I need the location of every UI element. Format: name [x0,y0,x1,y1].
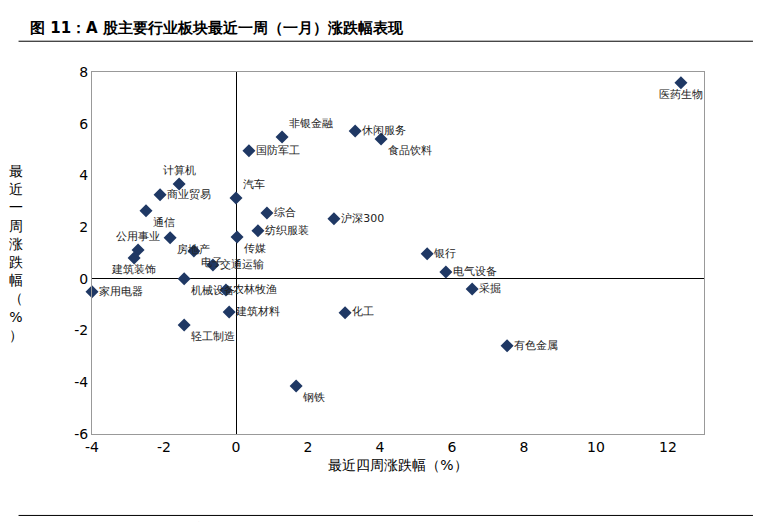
svg-text:2: 2 [79,219,88,235]
svg-text:国防军工: 国防军工 [256,144,300,157]
svg-text:最近一周涨跌幅（%）: 最近一周涨跌幅（%） [9,163,23,343]
svg-text:-6: -6 [74,426,88,442]
svg-text:计算机: 计算机 [163,164,196,177]
svg-text:电子: 电子 [201,256,223,269]
svg-text:4: 4 [79,167,88,183]
svg-text:非银金融: 非银金融 [289,117,333,130]
svg-text:银行: 银行 [433,247,456,260]
svg-text:机械设备: 机械设备 [191,284,235,297]
svg-text:0: 0 [232,439,241,455]
svg-text:通信: 通信 [153,216,175,229]
svg-text:商业贸易: 商业贸易 [167,188,211,201]
svg-text:休闲服务: 休闲服务 [362,124,406,137]
svg-text:建筑装饰: 建筑装饰 [111,263,156,276]
svg-text:8: 8 [520,439,529,455]
svg-text:10: 10 [587,439,605,455]
svg-text:电气设备: 电气设备 [453,265,497,278]
svg-text:沪深300: 沪深300 [341,212,384,225]
svg-text:纺织服装: 纺织服装 [265,224,309,237]
svg-text:传媒: 传媒 [244,242,266,255]
svg-text:公用事业: 公用事业 [116,230,160,243]
svg-text:有色金属: 有色金属 [514,339,558,352]
svg-text:6: 6 [79,116,88,132]
svg-text:-4: -4 [74,374,88,390]
svg-text:建筑材料: 建筑材料 [235,305,280,318]
svg-text:8: 8 [79,64,88,80]
svg-text:图 11：A 股主要行业板块最近一周（一月）涨跌幅表现: 图 11：A 股主要行业板块最近一周（一月）涨跌幅表现 [30,19,404,37]
svg-text:6: 6 [448,439,457,455]
svg-text:资料来源：Wind、国信证券经济研究所整理: 资料来源：Wind、国信证券经济研究所整理 [30,521,264,522]
svg-text:汽车: 汽车 [243,178,265,191]
svg-text:食品饮料: 食品饮料 [388,144,432,157]
svg-text:农林牧渔: 农林牧渔 [233,283,277,296]
svg-text:采掘: 采掘 [479,282,501,295]
svg-text:综合: 综合 [274,206,296,219]
svg-text:-2: -2 [74,322,88,338]
svg-text:12: 12 [659,439,677,455]
svg-text:交通运输: 交通运输 [220,258,264,271]
svg-text:0: 0 [79,271,88,287]
svg-text:化工: 化工 [352,305,374,318]
svg-text:轻工制造: 轻工制造 [191,330,235,343]
svg-text:家用电器: 家用电器 [99,285,143,298]
svg-text:-4: -4 [85,439,99,455]
svg-text:医药生物: 医药生物 [659,88,703,101]
svg-text:2: 2 [304,439,313,455]
svg-text:房地产: 房地产 [177,243,210,256]
svg-text:-2: -2 [157,439,171,455]
svg-text:最近四周涨跌幅（%）: 最近四周涨跌幅（%） [328,457,467,473]
svg-text:4: 4 [376,439,385,455]
svg-text:钢铁: 钢铁 [302,391,325,404]
